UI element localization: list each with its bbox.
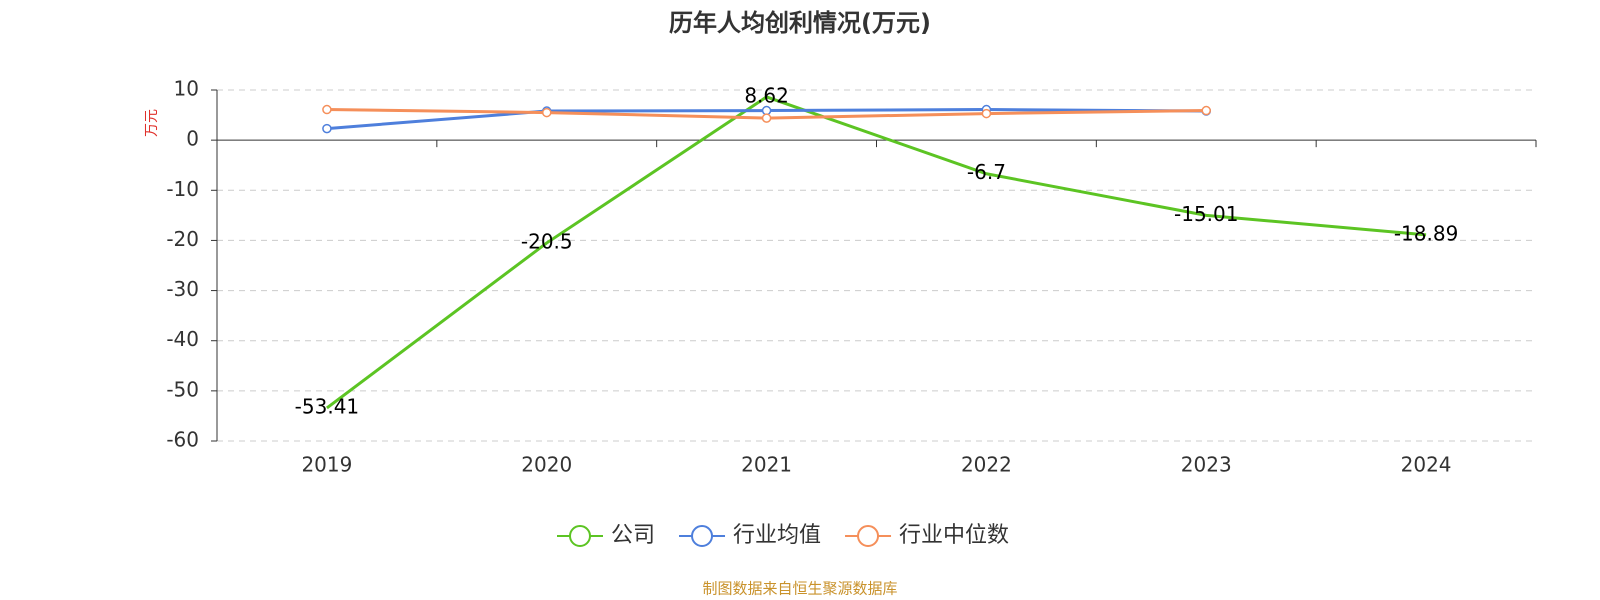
data-label: -53.41 [295,394,359,418]
x-tick-label: 2023 [1181,453,1232,477]
y-axis-label: 万元 [144,109,160,137]
y-tick-label: -30 [166,277,199,301]
point [542,107,552,118]
y-tick-label: -10 [166,177,199,201]
chart-title: 历年人均创利情况(万元) [669,9,931,37]
data-label: -15.01 [1174,202,1238,226]
source-note: 制图数据来自恒生聚源数据库 [702,580,897,598]
point [1201,105,1211,116]
legend-marker [857,525,880,547]
y-tick-label: 10 [174,77,199,101]
y-tick-label: -40 [166,327,199,351]
y-tick-label: 0 [186,127,199,151]
point [761,113,772,123]
x-tick-label: 2021 [741,453,792,477]
data-label: 8.62 [744,83,789,107]
y-tick-label: -20 [166,227,199,251]
data-label: -20.5 [521,229,573,253]
data-label: -18.89 [1394,221,1458,245]
legend-label: 行业中位数 [899,523,1009,548]
legend-marker [569,525,591,547]
point [981,108,992,119]
x-tick-label: 2019 [301,453,352,477]
y-tick-label: -50 [166,377,199,401]
x-tick-label: 2020 [521,453,572,477]
point [322,123,332,134]
y-tick-label: -60 [166,428,199,452]
legend-label: 行业均值 [733,523,821,548]
legend-marker [691,525,714,547]
x-tick-label: 2022 [961,453,1012,477]
legend-label: 公司 [611,523,655,548]
point [322,104,332,115]
series-line [326,95,1427,410]
data-label: -6.7 [967,160,1006,184]
x-tick-label: 2024 [1401,453,1452,477]
